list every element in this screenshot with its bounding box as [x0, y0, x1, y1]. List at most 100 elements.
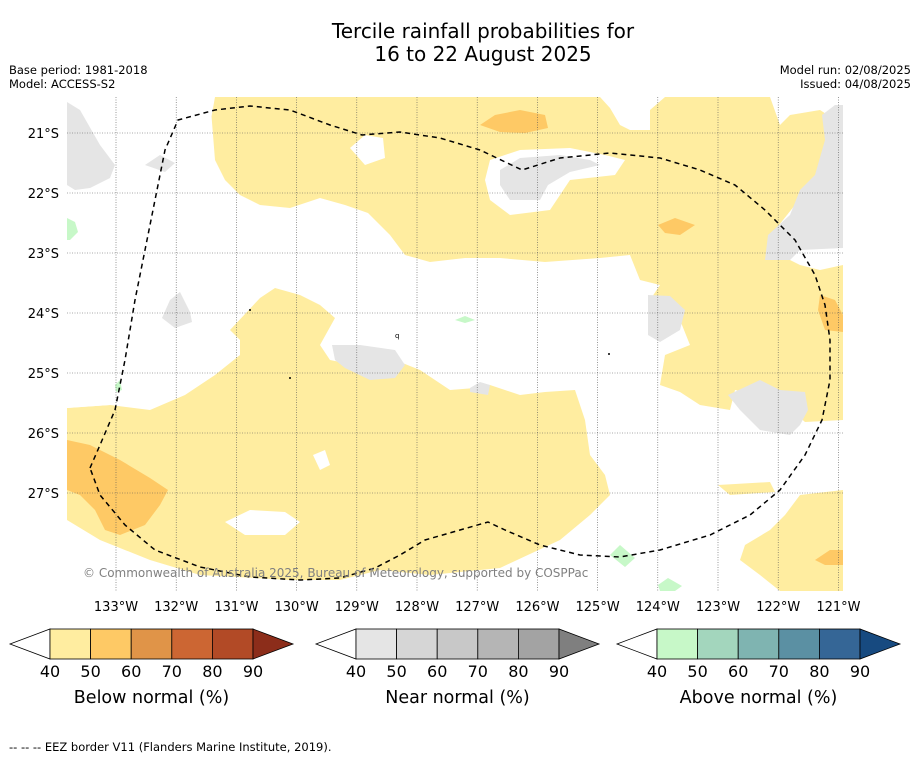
gridlines: [67, 97, 843, 591]
colorbar-segment: [656, 628, 698, 660]
above-normal-region-4: [658, 578, 682, 591]
colorbar-segment: [819, 628, 861, 660]
colorbar-segment: [90, 628, 132, 660]
run-info: Model run: 02/08/2025 Issued: 04/08/2025: [780, 63, 911, 91]
colorbar-label: Above normal (%): [680, 688, 838, 708]
lon-label: 128°W: [395, 600, 439, 615]
lon-label: 132°W: [154, 600, 198, 615]
colorbar: 40 50 60 70 80 90 Below normal (%): [8, 628, 295, 708]
colorbar-segment: [49, 628, 91, 660]
lon-label: 125°W: [576, 600, 620, 615]
colorbar-tick: 70: [162, 662, 182, 681]
colorbar-tick: 50: [80, 662, 100, 681]
lat-label: 23°S: [28, 247, 59, 262]
colorbar: 40 50 60 70 80 90 Above normal (%): [615, 628, 902, 708]
below-normal-region-south: [67, 288, 610, 580]
colorbars: 40 50 60 70 80 90 Below normal (%) 40 50 60 70 80 90…: [8, 628, 902, 708]
colorbar-tick: 40: [346, 662, 366, 681]
near-normal-region-5: [648, 295, 685, 342]
lon-label: 123°W: [696, 600, 740, 615]
lon-label: 121°W: [816, 600, 860, 615]
svg-text:q: q: [395, 332, 399, 340]
colorbar-label: Below normal (%): [74, 688, 229, 708]
colorbar-segment: [355, 628, 397, 660]
colorbar-tick: 60: [728, 662, 748, 681]
eez-footnote: -- -- -- EEZ border V11 (Flanders Marine…: [9, 740, 332, 754]
colorbar-tick: 90: [850, 662, 870, 681]
colorbar-segment: [396, 628, 438, 660]
eez-border: [89, 105, 831, 581]
near-normal-region-3: [332, 345, 405, 380]
map-title: Tercile rainfall probabilities for 16 to…: [0, 20, 919, 66]
above-normal-region-1: [67, 218, 78, 240]
lon-label: 122°W: [756, 600, 800, 615]
lat-label: 25°S: [28, 367, 59, 382]
probability-shading: q: [67, 97, 843, 591]
colorbar-tick: 60: [427, 662, 447, 681]
colorbar-extend-high: [859, 628, 902, 660]
below-normal-50-southeast: [815, 550, 843, 565]
above-normal-region-2: [455, 316, 475, 323]
colorbar-segment: [518, 628, 560, 660]
issued-date: Issued: 04/08/2025: [800, 77, 911, 91]
near-normal-region-2: [162, 292, 192, 328]
colorbar-segment: [130, 628, 173, 660]
colorbar-tick: 40: [40, 662, 60, 681]
lon-label: 127°W: [455, 600, 499, 615]
colorbar-tick: 80: [508, 662, 528, 681]
title-line-1: Tercile rainfall probabilities for: [331, 19, 635, 43]
colorbar-segment: [697, 628, 739, 660]
lat-label: 27°S: [28, 487, 59, 502]
lon-label: 124°W: [636, 600, 680, 615]
lat-label: 22°S: [28, 187, 59, 202]
near-normal-region-4: [500, 155, 600, 200]
colorbar-segment: [477, 628, 519, 660]
model-run: Model run: 02/08/2025: [779, 63, 911, 77]
near-normal-region-6: [728, 380, 808, 435]
colorbar: 40 50 60 70 80 90 Near normal (%): [314, 628, 601, 708]
colorbar-segment: [211, 628, 254, 660]
lon-label: 126°W: [515, 600, 559, 615]
below-normal-region-east: [718, 482, 775, 495]
colorbar-tick: 90: [549, 662, 569, 681]
near-normal-region-7: [765, 105, 843, 260]
lon-label: 133°W: [94, 600, 138, 615]
near-normal-region-west: [67, 102, 115, 190]
lat-label: 26°S: [28, 427, 59, 442]
colorbar-tick: 70: [769, 662, 789, 681]
copyright-text: © Commonwealth of Australia 2025, Bureau…: [83, 566, 588, 580]
colorbar-extend-high: [252, 628, 295, 660]
model-info: Base period: 1981-2018 Model: ACCESS-S2: [9, 63, 148, 91]
below-normal-50-north: [480, 110, 548, 133]
lon-label: 129°W: [335, 600, 379, 615]
title-line-2: 16 to 22 August 2025: [374, 42, 592, 66]
colorbar-tick: 80: [202, 662, 222, 681]
colorbar-extend-low: [8, 628, 51, 660]
base-period: Base period: 1981-2018: [9, 63, 148, 77]
colorbar-segment: [436, 628, 479, 660]
colorbar-segment: [737, 628, 780, 660]
colorbar-extend-low: [615, 628, 658, 660]
colorbar-extend-high: [558, 628, 601, 660]
colorbar-extend-low: [314, 628, 357, 660]
above-normal-region-3: [610, 545, 635, 567]
colorbar-tick: 50: [687, 662, 707, 681]
axis-labels: 21°S 22°S 23°S 24°S 25°S 26°S 27°S 133°W 132°W 13…: [28, 127, 861, 615]
below-normal-50-east: [658, 218, 695, 235]
lon-label: 130°W: [275, 600, 319, 615]
near-normal-region-8: [470, 382, 490, 395]
colorbar-label: Near normal (%): [385, 688, 530, 708]
colorbar-tick: 50: [386, 662, 406, 681]
colorbar-tick: 80: [809, 662, 829, 681]
model-name: Model: ACCESS-S2: [9, 77, 116, 91]
colorbar-tick: 60: [121, 662, 141, 681]
colorbar-segment: [778, 628, 820, 660]
colorbar-tick: 40: [647, 662, 667, 681]
colorbar-segment: [171, 628, 213, 660]
below-normal-region-southeast: [740, 490, 843, 591]
lat-label: 24°S: [28, 307, 59, 322]
colorbar-tick: 90: [243, 662, 263, 681]
lat-label: 21°S: [28, 127, 59, 142]
near-normal-region-1: [145, 155, 175, 172]
